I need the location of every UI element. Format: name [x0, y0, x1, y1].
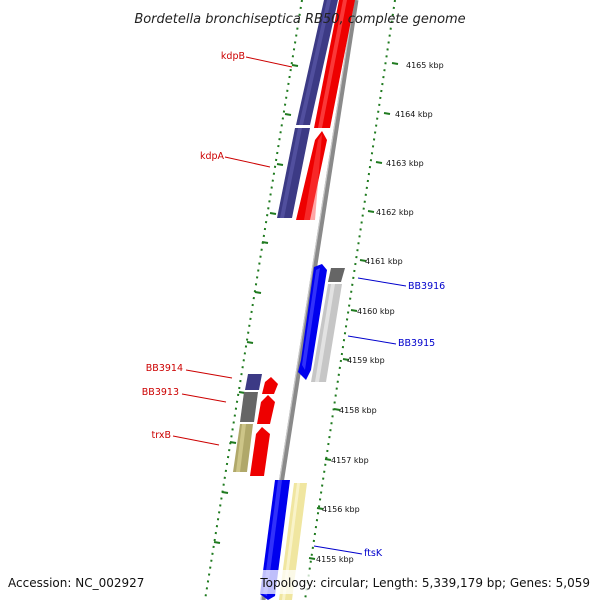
gene-block-trxb	[233, 374, 278, 476]
ruler-tick-label: 4163 kbp	[386, 159, 424, 168]
ruler-tick-label: 4160 kbp	[357, 307, 395, 316]
ruler-tick: 4163 kbp	[375, 159, 424, 168]
kbp-ruler: 4165 kbp 4164 kbp 4163 kbp 4162 kbp 4161…	[213, 61, 444, 564]
ruler-tick: 4162 kbp	[367, 208, 414, 217]
ruler-tick-label: 4155 kbp	[316, 555, 354, 564]
ruler-tick-label: 4156 kbp	[322, 505, 360, 514]
gene-bar-red	[250, 427, 270, 476]
gene-label-text: BB3916	[408, 281, 445, 292]
gene-label-bb3913[interactable]: BB3913	[142, 387, 227, 403]
gene-label-text: BB3913	[142, 387, 179, 398]
gene-label-kdpb[interactable]: kdpB	[221, 51, 293, 68]
ruler-tick-label: 4159 kbp	[347, 356, 385, 365]
gene-labels: kdpB kdpA BB3914 BB3913 trxB BB3916 BB39…	[142, 51, 445, 559]
gene-bar-gray	[328, 268, 345, 282]
gene-label-text: kdpB	[221, 51, 245, 62]
ruler-tick: 4159 kbp	[342, 356, 385, 365]
gene-label-text: kdpA	[200, 151, 225, 162]
gene-block-kdp	[277, 0, 355, 220]
ruler-tick: 4161 kbp	[359, 257, 403, 266]
gene-bar-red	[262, 377, 278, 394]
gene-label-ftsk[interactable]: ftsK	[313, 545, 383, 559]
gene-block-bb3916	[298, 264, 345, 382]
inner-tick-track	[204, 0, 303, 600]
map-title: Bordetella bronchiseptica RB50, complete…	[134, 12, 465, 27]
ruler-tick: 4160 kbp	[350, 307, 395, 316]
ruler-tick-label: 4162 kbp	[376, 208, 414, 217]
ruler-tick: 4156 kbp	[316, 505, 360, 514]
ruler-tick: 4155 kbp	[308, 555, 354, 564]
ruler-tick-label: 4164 kbp	[395, 110, 433, 119]
gene-bar-red	[257, 395, 275, 424]
gene-label-bb3914[interactable]: BB3914	[146, 363, 233, 379]
accession-text: Accession: NC_002927	[8, 576, 144, 590]
outer-tick-track	[304, 0, 396, 600]
ruler-tick: 4165 kbp	[391, 61, 444, 70]
ruler-tick: 4158 kbp	[333, 406, 377, 415]
gene-label-kdpa[interactable]: kdpA	[200, 151, 271, 168]
gene-label-bb3915[interactable]: BB3915	[347, 335, 435, 349]
ruler-tick: 4157 kbp	[324, 456, 369, 465]
ruler-tick-label: 4157 kbp	[331, 456, 369, 465]
ruler-tick: 4164 kbp	[383, 110, 433, 119]
gene-label-text: BB3914	[146, 363, 183, 374]
gene-label-bb3916[interactable]: BB3916	[357, 277, 445, 292]
ruler-tick-label: 4165 kbp	[406, 61, 444, 70]
gene-bar-gray	[240, 392, 258, 422]
ruler-tick-label: 4161 kbp	[365, 257, 403, 266]
gene-label-trxb[interactable]: trxB	[151, 430, 220, 446]
gene-label-text: BB3915	[398, 338, 435, 349]
gene-label-text: trxB	[151, 430, 171, 441]
gene-bar-purple	[245, 374, 262, 390]
genome-summary-text: Topology: circular; Length: 5,339,179 bp…	[259, 576, 590, 590]
gene-label-text: ftsK	[364, 548, 383, 559]
ruler-tick-label: 4158 kbp	[339, 406, 377, 415]
